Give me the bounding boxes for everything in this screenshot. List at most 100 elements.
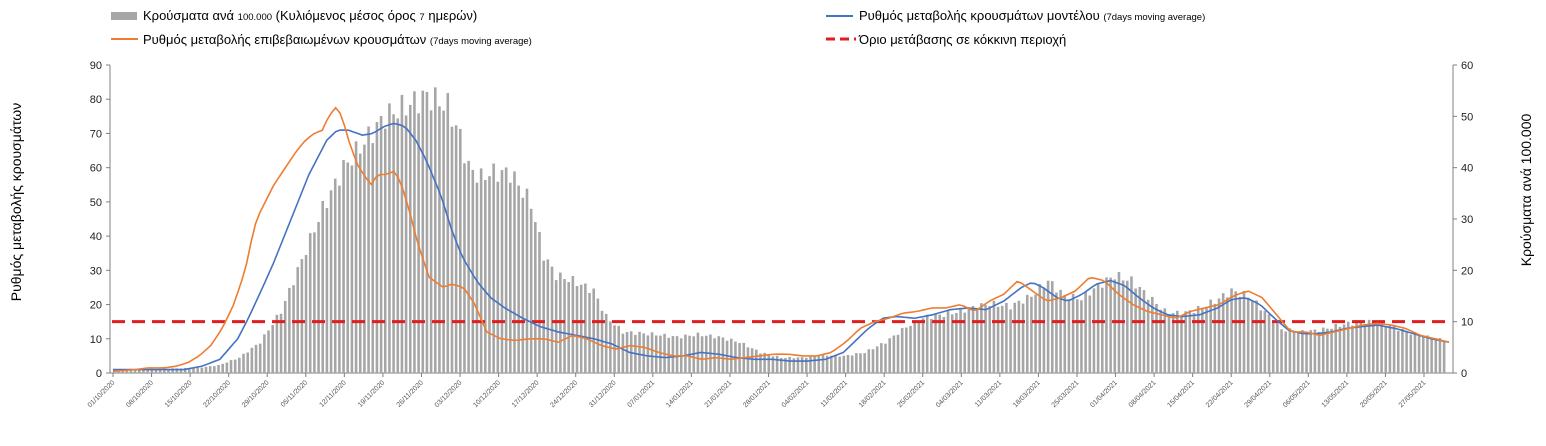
bar	[825, 355, 829, 373]
bar-series	[113, 87, 1446, 374]
bar	[1088, 295, 1092, 373]
bar	[1113, 279, 1117, 373]
bar	[850, 355, 854, 373]
x-tick-label: 22/04/2021	[1205, 379, 1235, 409]
y-right-tick-label: 50	[1461, 111, 1473, 123]
bar	[830, 355, 833, 373]
bar	[488, 176, 491, 373]
bar	[650, 332, 654, 373]
bar	[179, 368, 183, 373]
bar	[492, 163, 495, 373]
bar	[838, 356, 841, 373]
bar	[563, 279, 566, 373]
bar	[1213, 303, 1217, 373]
bar	[404, 115, 408, 373]
x-axis-ticks: 01/10/2020 08/10/2020 15/10/2020 22/10/2020…	[87, 373, 1427, 409]
bar	[567, 282, 570, 373]
y-left-tick-label: 20	[90, 300, 102, 312]
y-left-tick-label: 10	[90, 334, 102, 346]
bar	[1401, 329, 1404, 373]
bar	[942, 316, 946, 373]
x-tick-label: 22/10/2020	[202, 379, 232, 409]
bar	[133, 369, 137, 373]
bar	[242, 353, 245, 373]
bar	[1380, 321, 1383, 373]
bar	[1363, 324, 1367, 373]
bar	[283, 300, 287, 373]
bar	[1151, 296, 1154, 373]
bar	[1226, 297, 1229, 373]
bar	[1238, 296, 1242, 373]
x-tick-label: 18/03/2021	[1012, 379, 1042, 409]
bar	[167, 368, 170, 373]
bar	[329, 190, 333, 373]
bar	[1309, 330, 1313, 373]
y-left-tick-label: 0	[96, 368, 102, 380]
bar	[250, 347, 254, 373]
y-right-tick-label: 40	[1461, 163, 1473, 175]
bar	[1330, 328, 1333, 373]
bar	[1317, 331, 1321, 373]
bar	[484, 180, 487, 373]
bar	[575, 285, 579, 373]
bar	[308, 233, 312, 373]
bar	[1263, 310, 1267, 373]
bar	[154, 369, 158, 373]
y-right-tick-label: 30	[1461, 214, 1473, 226]
bar	[1126, 280, 1129, 373]
bar	[1376, 324, 1379, 373]
bar	[463, 163, 466, 373]
bar	[358, 153, 362, 373]
bar	[258, 343, 262, 373]
bar	[1405, 331, 1408, 373]
x-tick-label: 06/05/2021	[1282, 379, 1312, 409]
bar	[1080, 300, 1083, 373]
bar	[500, 170, 504, 373]
x-tick-label: 24/12/2020	[549, 379, 579, 409]
bar	[579, 284, 583, 373]
bar	[880, 343, 883, 373]
bar	[1280, 329, 1283, 373]
bar	[913, 320, 916, 373]
bar	[1171, 313, 1175, 373]
bar	[1180, 316, 1183, 373]
y-left-tick-label: 60	[90, 163, 102, 175]
bar	[146, 369, 149, 373]
bar	[275, 314, 279, 373]
bar	[792, 358, 796, 373]
bar	[1388, 325, 1392, 373]
x-tick-label: 31/12/2020	[588, 379, 618, 409]
bar	[188, 368, 191, 373]
bar	[446, 93, 450, 373]
bar	[896, 334, 900, 373]
bar	[1105, 277, 1108, 373]
bar	[1346, 321, 1350, 373]
bar	[338, 185, 341, 373]
bar	[675, 336, 679, 373]
bar	[1251, 301, 1254, 373]
bar	[1259, 310, 1262, 373]
bar	[1034, 294, 1037, 373]
bar	[509, 182, 512, 373]
bar	[196, 367, 199, 373]
bar	[1417, 335, 1421, 373]
bar	[296, 267, 300, 373]
bar	[642, 333, 646, 373]
bar	[379, 115, 383, 373]
y-right-tick-label: 60	[1461, 60, 1473, 72]
bar	[1342, 324, 1346, 373]
bar	[1084, 291, 1087, 373]
bar	[138, 368, 141, 373]
bar	[1005, 302, 1008, 373]
bar	[1017, 300, 1021, 373]
bar	[963, 312, 967, 373]
bar	[471, 169, 475, 373]
bar	[604, 313, 608, 373]
bar	[938, 314, 941, 373]
bar	[233, 359, 237, 373]
bar	[846, 354, 850, 373]
bar	[884, 343, 887, 373]
bar	[534, 222, 537, 373]
bar	[1209, 299, 1212, 373]
